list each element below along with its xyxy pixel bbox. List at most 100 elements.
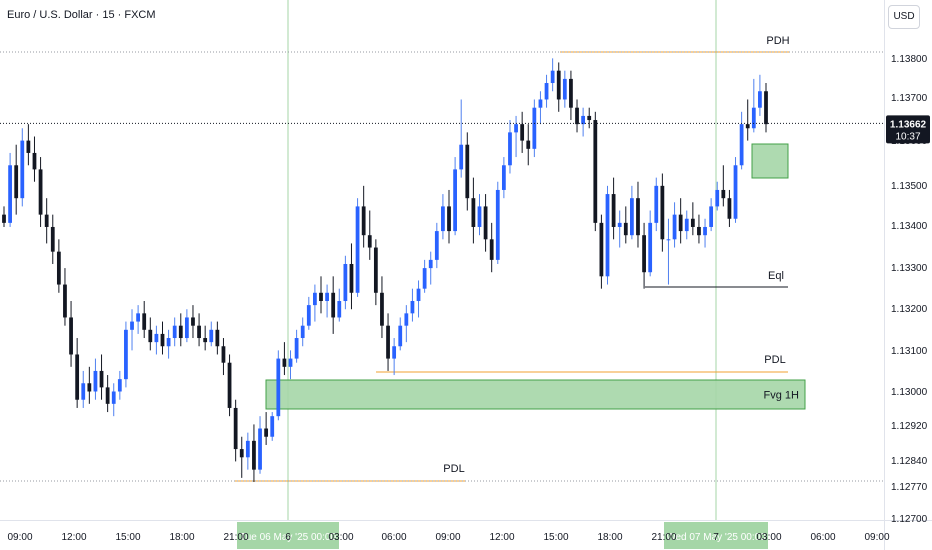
- candle: [325, 292, 329, 302]
- x-tick-label: 7: [713, 532, 719, 543]
- x-tick-label: 21:00: [651, 532, 676, 543]
- candle: [160, 333, 165, 347]
- candle: [227, 362, 232, 408]
- candle: [50, 226, 55, 252]
- candle: [593, 120, 598, 223]
- candle: [581, 115, 586, 125]
- candle: [148, 329, 153, 343]
- candle: [532, 107, 537, 149]
- candle: [660, 185, 665, 240]
- candle: [550, 70, 555, 84]
- candle: [258, 428, 262, 470]
- candle: [136, 313, 141, 322]
- candle: [727, 198, 732, 219]
- candle: [331, 292, 336, 318]
- candle: [544, 83, 549, 100]
- currency-button[interactable]: USD: [888, 5, 920, 29]
- candle: [282, 358, 287, 367]
- x-tick-label: 21:00: [223, 532, 248, 543]
- candle: [556, 70, 561, 100]
- candle: [739, 124, 744, 166]
- candle: [142, 313, 147, 330]
- candle: [672, 214, 677, 240]
- candle: [599, 222, 604, 277]
- candle: [648, 222, 653, 273]
- candle: [361, 206, 366, 236]
- candle: [441, 206, 445, 232]
- candle: [428, 259, 433, 269]
- candle: [20, 140, 25, 199]
- symbol-title: Euro / U.S. Dollar · 15 · FXCM: [7, 9, 156, 21]
- x-tick-label: 18:00: [169, 532, 194, 543]
- candle: [709, 206, 714, 227]
- candle: [105, 387, 110, 404]
- candle: [514, 124, 518, 133]
- candle: [459, 144, 464, 170]
- candle: [386, 325, 390, 359]
- candle: [587, 115, 592, 121]
- candle: [575, 107, 579, 125]
- candle: [629, 198, 634, 236]
- time-highlight-label: Tue 06 May '25 00:00: [240, 532, 336, 543]
- y-tick-label: 1.13200: [891, 304, 928, 315]
- level-label-eql: Eql: [768, 270, 784, 282]
- candle: [703, 226, 707, 236]
- candle: [380, 292, 384, 326]
- x-tick-label: 03:00: [756, 532, 781, 543]
- candle: [264, 428, 269, 437]
- candle: [654, 185, 659, 223]
- candle: [130, 321, 134, 330]
- x-tick-label: 12:00: [61, 532, 86, 543]
- candle: [690, 218, 695, 227]
- y-tick-label: 1.12920: [891, 421, 928, 432]
- candle: [526, 140, 531, 149]
- candle: [617, 222, 622, 227]
- time-highlight-label: Wed 07 May '25 00:00: [666, 532, 766, 543]
- candle: [422, 268, 427, 289]
- y-tick-label: 1.12840: [891, 456, 928, 467]
- candle: [477, 206, 482, 227]
- candle: [569, 78, 573, 108]
- candle: [32, 152, 37, 170]
- candle: [87, 383, 92, 392]
- candle: [416, 288, 421, 302]
- candle: [697, 226, 701, 236]
- candle: [751, 107, 756, 129]
- candle: [294, 338, 299, 359]
- candle: [495, 189, 500, 260]
- candle: [721, 189, 726, 199]
- candle: [349, 263, 354, 293]
- candle: [38, 169, 43, 215]
- candle: [678, 214, 683, 232]
- candle: [124, 329, 128, 380]
- y-tick-label: 1.12700: [891, 514, 928, 525]
- x-tick-label: 03:00: [328, 532, 353, 543]
- candle: [300, 325, 305, 339]
- x-tick-label: 18:00: [597, 532, 622, 543]
- candle: [191, 317, 195, 326]
- time-highlight-box: [237, 522, 339, 549]
- candle: [93, 370, 98, 392]
- candle: [745, 124, 750, 129]
- candle: [373, 247, 378, 293]
- x-tick-label: 09:00: [7, 532, 32, 543]
- candle: [410, 301, 415, 314]
- candle: [252, 440, 256, 470]
- candle: [81, 383, 86, 400]
- x-tick-label: 15:00: [543, 532, 568, 543]
- candle: [501, 165, 506, 190]
- candle: [471, 198, 476, 227]
- candle: [642, 235, 646, 273]
- y-tick-label: 1.13500: [891, 181, 928, 192]
- y-tick-label: 1.13100: [891, 346, 928, 357]
- candle: [343, 263, 348, 302]
- last-price-countdown: 10:37: [895, 131, 920, 142]
- y-tick-label: 1.13700: [891, 93, 928, 104]
- candle: [508, 132, 512, 166]
- candle: [605, 194, 610, 277]
- candle: [453, 169, 457, 232]
- candle: [99, 370, 104, 388]
- candle: [398, 325, 403, 347]
